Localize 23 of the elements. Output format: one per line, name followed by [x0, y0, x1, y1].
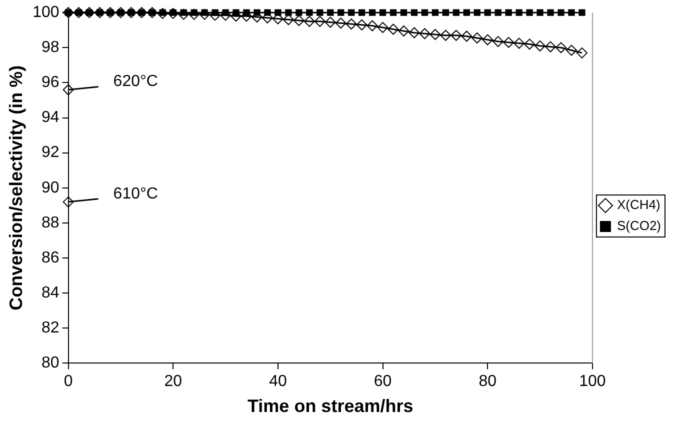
y-tick-label: 96	[42, 74, 60, 92]
x-axis-title: Time on stream/hrs	[248, 396, 414, 416]
y-tick-label: 98	[42, 39, 60, 56]
annotation: 610°C	[113, 185, 158, 202]
x-tick-label: 0	[64, 373, 73, 390]
y-tick-label: 86	[42, 249, 60, 266]
y-tick-label: 80	[42, 354, 60, 372]
y-tick-label: 90	[42, 179, 60, 196]
y-axis-title: Conversion/selectivity (in %)	[6, 65, 26, 310]
y-tick-label: 84	[42, 284, 60, 302]
x-tick-label: 20	[164, 373, 182, 390]
legend-label: X(CH4)	[616, 197, 660, 212]
x-tick-label: 60	[374, 373, 392, 390]
legend-label: S(CO2)	[616, 218, 662, 234]
annotation: 620°C	[113, 73, 158, 90]
y-tick-label: 94	[42, 109, 60, 126]
x-tick-label: 100	[579, 373, 606, 390]
x-tick-label: 80	[478, 373, 497, 390]
x-tick-label: 40	[269, 373, 287, 390]
y-tick-label: 88	[42, 214, 60, 232]
y-tick-label: 100	[32, 4, 60, 22]
y-tick-label: 82	[42, 320, 60, 337]
y-tick-label: 92	[42, 144, 60, 162]
